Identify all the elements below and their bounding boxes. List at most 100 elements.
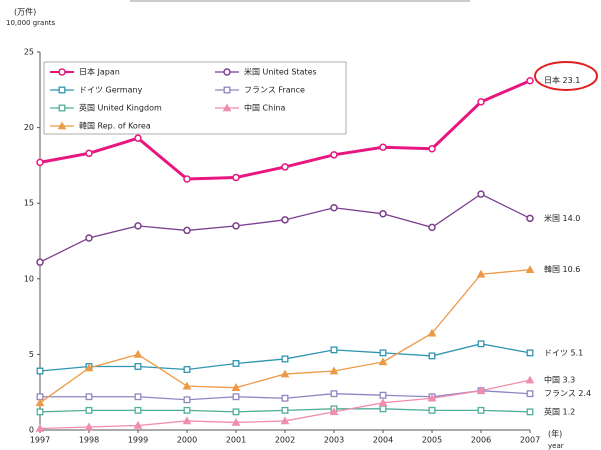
data-point (379, 349, 387, 357)
data-point (526, 349, 534, 357)
data-point (330, 390, 338, 398)
data-point (232, 173, 240, 182)
end-label: 英国 1.2 (544, 406, 575, 416)
data-point (183, 366, 191, 373)
data-point (133, 420, 143, 429)
series-line (39, 193, 531, 263)
legend-label: 韓国 Rep. of Korea (79, 121, 151, 131)
end-label: 日本 23.1 (544, 75, 580, 85)
end-label: フランス 2.4 (544, 389, 591, 398)
legend-marker (57, 121, 67, 130)
data-point (232, 408, 240, 416)
legend-label: 日本 Japan (79, 67, 120, 77)
legend-marker (58, 86, 66, 94)
x-tick-label: 2000 (177, 436, 197, 445)
x-tick-label: 2002 (275, 436, 295, 445)
data-point (232, 360, 240, 367)
x-tick-label: 2001 (226, 436, 246, 445)
highlight-ellipse (534, 61, 598, 91)
data-point (378, 357, 388, 366)
data-point (232, 222, 240, 230)
data-point (183, 226, 191, 235)
data-point (428, 406, 436, 414)
data-point (281, 406, 289, 414)
data-point (134, 222, 142, 230)
data-point (281, 355, 289, 363)
x-unit-label-en: year (548, 442, 564, 450)
data-point (134, 134, 142, 142)
data-point (36, 158, 44, 167)
data-point (477, 340, 485, 348)
data-point (85, 149, 93, 158)
data-point (477, 406, 485, 414)
data-point (36, 367, 44, 375)
data-point (477, 190, 485, 198)
data-point (281, 163, 289, 171)
data-point (525, 265, 535, 274)
legend-label: ドイツ Germany (79, 86, 143, 95)
x-tick-label: 1998 (79, 436, 99, 445)
legend-label: 中国 China (244, 103, 285, 113)
data-point (379, 143, 387, 152)
x-tick-label: 1997 (30, 436, 50, 445)
data-point (85, 234, 93, 242)
data-point (36, 258, 44, 266)
data-point (427, 328, 437, 337)
data-point (526, 76, 534, 85)
data-point (330, 151, 338, 159)
data-point (428, 145, 436, 153)
legend-label: 英国 United Kingdom (79, 103, 162, 113)
data-point (379, 405, 387, 413)
data-point (329, 407, 339, 416)
data-point (526, 214, 534, 223)
data-point (134, 393, 142, 401)
y-tick-label: 25 (24, 48, 34, 57)
legend-label: フランス France (244, 86, 305, 95)
data-point (378, 398, 388, 407)
data-point (280, 416, 290, 425)
data-point (85, 406, 93, 414)
data-point (379, 210, 387, 218)
y-tick-label: 15 (24, 199, 34, 208)
legend-marker (223, 68, 231, 76)
data-point (231, 417, 241, 426)
data-point (183, 175, 191, 183)
legend-box (43, 61, 347, 135)
data-point (477, 98, 485, 106)
y-tick-label: 5 (29, 350, 34, 359)
data-point (182, 381, 192, 390)
data-point (133, 349, 143, 358)
data-point (231, 383, 241, 391)
y-unit-label-en: 10,000 grants (6, 19, 56, 27)
end-label: 韓国 10.6 (544, 264, 580, 274)
data-point (183, 406, 191, 414)
legend-label: 米国 United States (244, 67, 317, 77)
legend-marker (223, 86, 231, 94)
data-point (427, 393, 437, 402)
data-point (526, 408, 534, 416)
y-unit-label: (万件) (14, 7, 36, 17)
data-point (36, 408, 44, 416)
x-unit-label: (年) (548, 429, 562, 439)
data-point (183, 396, 191, 404)
y-tick-label: 0 (29, 426, 34, 435)
legend-marker (58, 104, 66, 112)
series-line (39, 269, 531, 404)
data-point (232, 393, 240, 401)
data-point (428, 352, 436, 360)
data-point (84, 363, 94, 372)
data-point (280, 369, 290, 378)
end-label: 中国 3.3 (544, 375, 575, 385)
data-point (134, 363, 142, 370)
y-tick-label: 10 (24, 274, 34, 283)
data-point (428, 223, 436, 232)
data-point (526, 390, 534, 398)
data-point (134, 406, 142, 414)
end-label: ドイツ 5.1 (544, 348, 583, 357)
x-tick-label: 2004 (373, 436, 393, 445)
data-point (525, 375, 535, 384)
data-point (35, 398, 45, 407)
data-point (379, 391, 387, 399)
data-point (476, 269, 486, 278)
